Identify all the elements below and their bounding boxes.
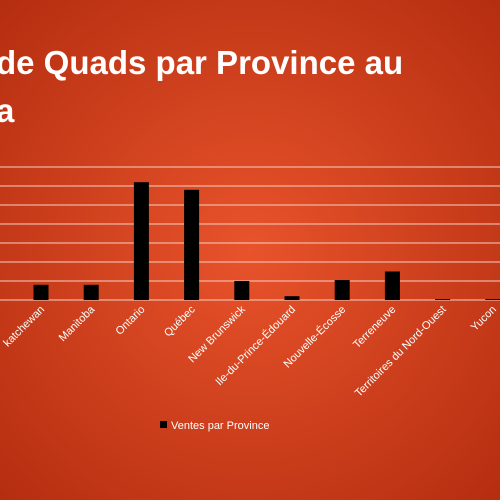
bar [334, 280, 350, 300]
bar [234, 281, 250, 300]
legend-swatch [160, 421, 167, 428]
bar [83, 284, 99, 300]
bar [184, 189, 200, 300]
bar [485, 299, 500, 300]
legend-label: Ventes par Province [171, 420, 269, 432]
bar [384, 271, 400, 300]
chart-title: a [0, 92, 15, 129]
bar [33, 284, 49, 300]
bar [133, 182, 149, 300]
bar [284, 296, 300, 300]
chart-title: de Quads par Province au [0, 44, 403, 81]
bar [435, 299, 451, 300]
